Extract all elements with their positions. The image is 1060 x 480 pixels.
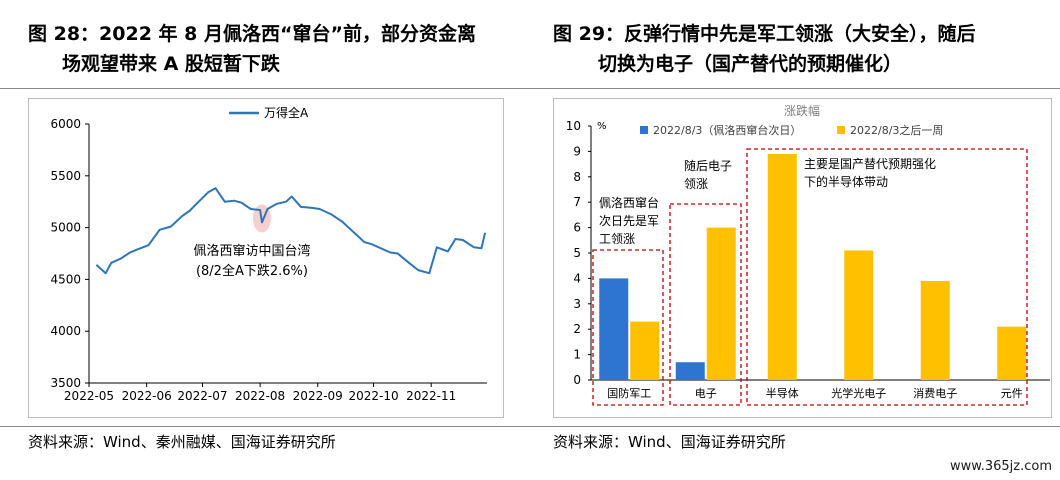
legend-label: 2022/8/3之后一周 bbox=[850, 123, 943, 137]
y-tick-label: 4 bbox=[573, 271, 581, 285]
bar bbox=[997, 326, 1027, 380]
y-tick-label: 2 bbox=[573, 322, 581, 336]
right-figure-title-line1: 图 29：反弹行情中先是军工领涨（大安全），随后 bbox=[553, 23, 976, 45]
bottom-divider bbox=[0, 426, 1060, 427]
y-tick-label: 4000 bbox=[50, 324, 81, 338]
y-tick-label: 0 bbox=[573, 373, 581, 387]
y-tick-label: 10 bbox=[566, 119, 581, 133]
y-tick-label: 5500 bbox=[50, 169, 81, 183]
x-tick-label: 2022-09 bbox=[293, 389, 343, 403]
y-tick-label: 1 bbox=[573, 348, 581, 362]
bar bbox=[844, 250, 874, 380]
group-box bbox=[592, 249, 664, 406]
y-tick-label: 3500 bbox=[50, 376, 81, 390]
left-figure-title-line1: 图 28：2022 年 8 月佩洛西“窜台”前，部分资金离 bbox=[28, 23, 476, 45]
left-figure-title-line2: 场观望带来 A 股短暂下跌 bbox=[62, 53, 280, 75]
annotation-line: 主要是国产替代预期强化 bbox=[804, 157, 936, 171]
bar-chart: 0 1 2 3 4 5 6 7 8 9 10 % 涨跌幅 2022/8/3（佩洛西窜台次日） 2022/8/… bbox=[566, 103, 1050, 406]
bar bbox=[675, 362, 705, 380]
x-tick-label: 国防军工 bbox=[607, 386, 651, 400]
bar bbox=[630, 321, 660, 380]
legend-swatch bbox=[837, 126, 845, 134]
x-tick-label: 2022-05 bbox=[64, 389, 114, 403]
x-tick-label: 2022-10 bbox=[348, 389, 398, 403]
x-tick-label: 2022-08 bbox=[235, 389, 285, 403]
right-figure-title-line2: 切换为电子（国产替代的预期催化） bbox=[598, 53, 903, 75]
y-tick-label: 7 bbox=[573, 195, 581, 209]
y-tick-label: 5 bbox=[573, 246, 581, 260]
line-chart-panel: 3500 4000 4500 5000 5500 6000 2022-05 2022-06 20… bbox=[28, 98, 504, 418]
annotation-drop: (8/2全A下跌2.6%) bbox=[196, 263, 308, 279]
y-tick-label: 9 bbox=[573, 144, 581, 158]
x-tick-label: 消费电子 bbox=[913, 386, 957, 400]
legend-label: 万得全A bbox=[264, 105, 309, 120]
bar bbox=[599, 278, 629, 380]
x-tick-label: 元件 bbox=[1001, 387, 1023, 400]
x-tick-label: 半导体 bbox=[766, 386, 799, 400]
top-divider bbox=[0, 88, 1060, 89]
y-tick-label: 4500 bbox=[50, 272, 81, 286]
group-box bbox=[746, 148, 1028, 406]
annotation-event: 佩洛西窜访中国台湾 bbox=[193, 243, 310, 259]
y-tick-label: 6 bbox=[573, 221, 581, 235]
bar bbox=[767, 153, 797, 380]
bar bbox=[920, 280, 950, 380]
y-tick-label: 5000 bbox=[50, 221, 81, 235]
y-tick-label: 6000 bbox=[50, 117, 81, 131]
annotation-line: 工领涨 bbox=[599, 231, 635, 246]
annotation-line: 佩洛西窜台 bbox=[599, 195, 659, 210]
legend-swatch bbox=[640, 126, 648, 134]
x-tick-label: 2022-06 bbox=[122, 389, 172, 403]
watermark: www.365jz.com bbox=[950, 459, 1052, 474]
annotation-line: 领涨 bbox=[684, 176, 708, 191]
annotation-line: 次日先是军 bbox=[599, 214, 659, 228]
line-chart: 3500 4000 4500 5000 5500 6000 2022-05 2022-06 20… bbox=[50, 105, 487, 403]
group-box bbox=[669, 203, 742, 406]
annotation-line: 下的半导体带动 bbox=[804, 174, 888, 189]
chart-title: 涨跌幅 bbox=[784, 103, 820, 118]
bar bbox=[706, 227, 736, 380]
y-tick-label: 8 bbox=[573, 170, 581, 184]
x-tick-label: 电子 bbox=[695, 387, 717, 400]
right-figure-source: 资料来源：Wind、国海证券研究所 bbox=[553, 433, 786, 451]
series-line-wandequana bbox=[95, 187, 487, 275]
x-tick-label: 2022-11 bbox=[406, 389, 456, 403]
y-tick-label: 3 bbox=[573, 297, 581, 311]
x-tick-label: 光学光电子 bbox=[831, 386, 886, 400]
y-unit: % bbox=[597, 121, 607, 132]
legend-label: 2022/8/3（佩洛西窜台次日） bbox=[653, 123, 801, 137]
left-figure-source: 资料来源：Wind、秦州融媒、国海证券研究所 bbox=[28, 433, 336, 451]
x-tick-label: 2022-07 bbox=[177, 389, 227, 403]
bar-chart-panel: 0 1 2 3 4 5 6 7 8 9 10% 涨跌幅 2022/8/3（佩洛西窜台次日） 2022/8/… bbox=[553, 98, 1052, 418]
annotation-line: 随后电子 bbox=[684, 158, 732, 173]
